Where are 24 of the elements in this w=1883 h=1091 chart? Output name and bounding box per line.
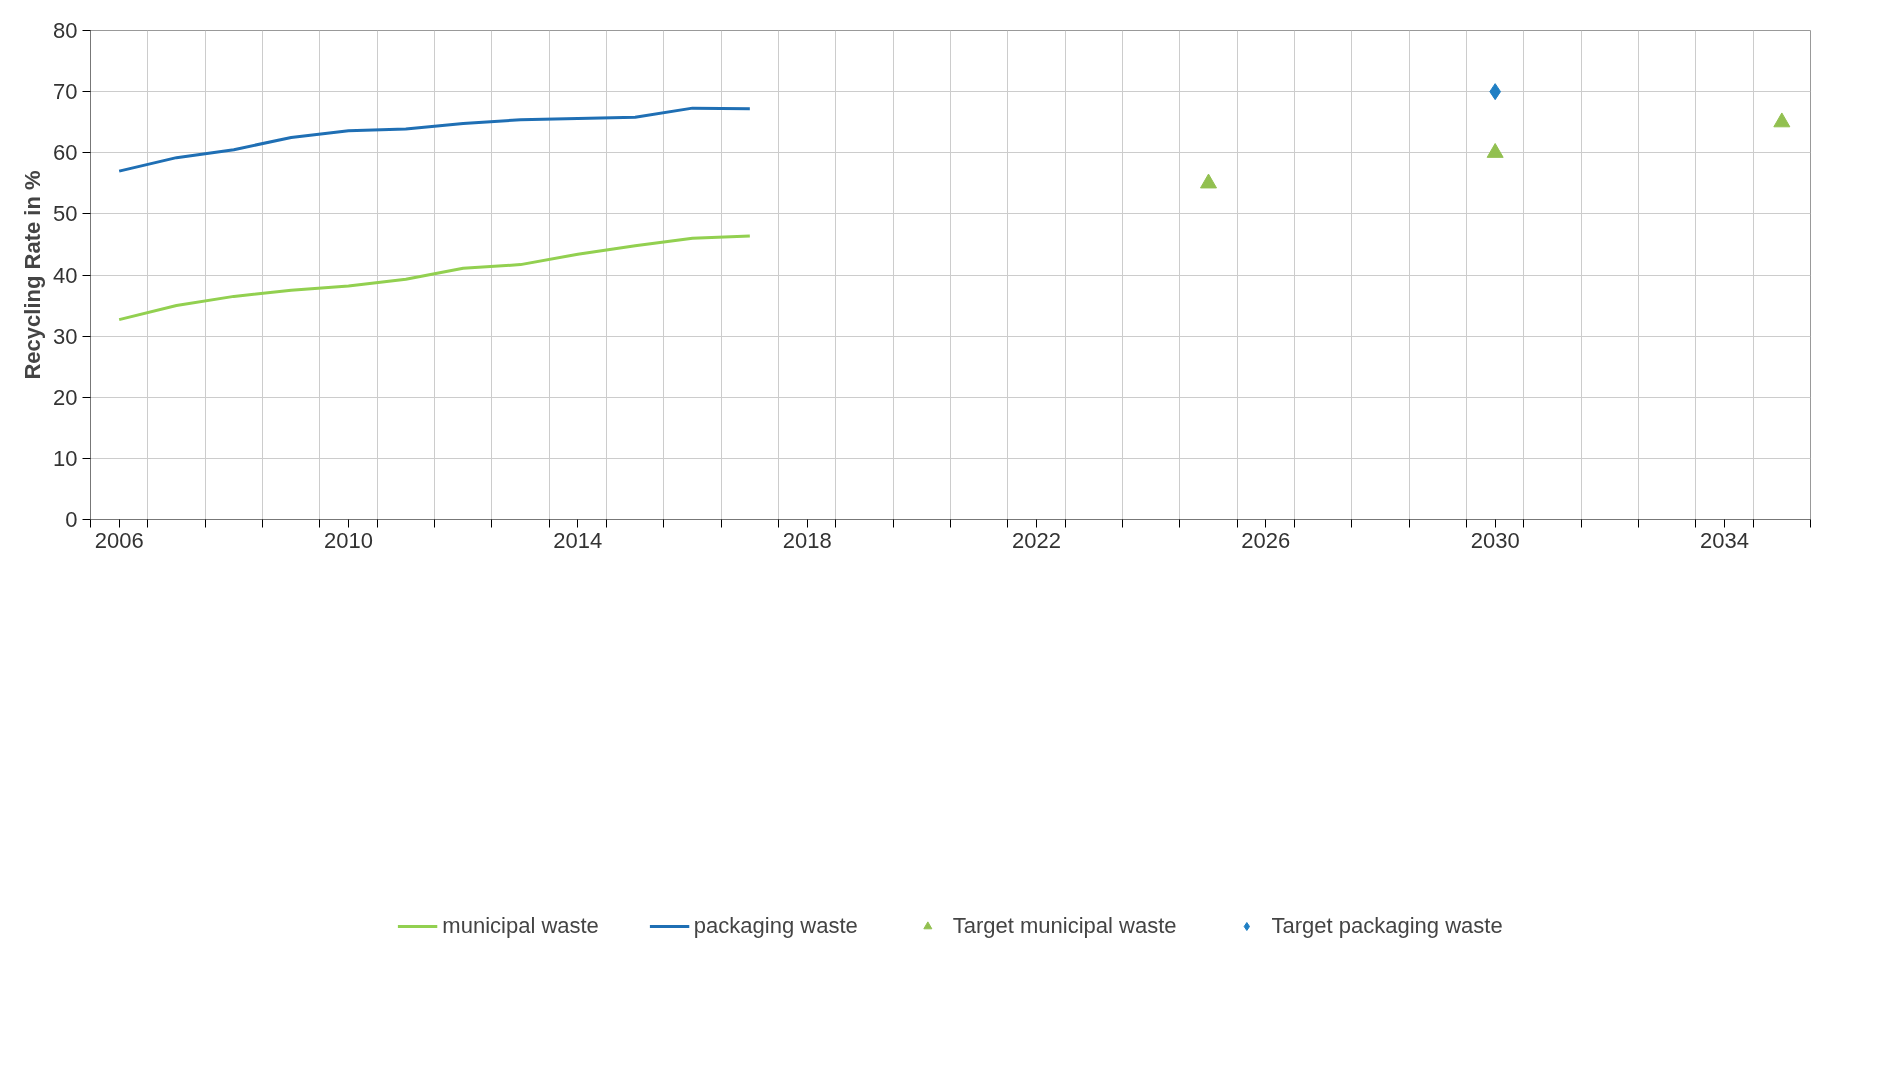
y-tick-label: 80	[53, 18, 78, 43]
y-tick-label: 10	[53, 445, 78, 471]
x-tick-label: 2034	[1700, 527, 1749, 553]
x-tick-label: 2006	[94, 527, 144, 553]
y-axis-title: Recycling Rate in %	[20, 170, 46, 380]
x-tick-label: 2030	[1470, 527, 1520, 553]
x-tick-label: 2026	[1241, 527, 1291, 553]
y-tick-label: 70	[53, 79, 78, 105]
x-tick-label: 2014	[553, 527, 603, 553]
x-tick-label: 2018	[782, 527, 832, 553]
x-tick-label: 2010	[324, 527, 373, 553]
line-series	[117, 106, 752, 173]
x-tick-label: 2022	[1012, 527, 1061, 553]
y-tick-label: 60	[53, 140, 78, 166]
y-tick-label: 30	[53, 323, 78, 349]
legend-label: Target municipal waste	[952, 913, 1177, 939]
legend-label: municipal waste	[442, 913, 599, 939]
y-tick-label: 40	[53, 262, 78, 288]
legend-label: Target packaging waste	[1271, 913, 1503, 939]
y-tick-label: 50	[53, 201, 78, 227]
line-series	[117, 234, 752, 322]
legend-label: packaging waste	[693, 913, 858, 939]
y-tick-label: 20	[53, 384, 78, 410]
y-tick-label: 0	[65, 507, 78, 532]
